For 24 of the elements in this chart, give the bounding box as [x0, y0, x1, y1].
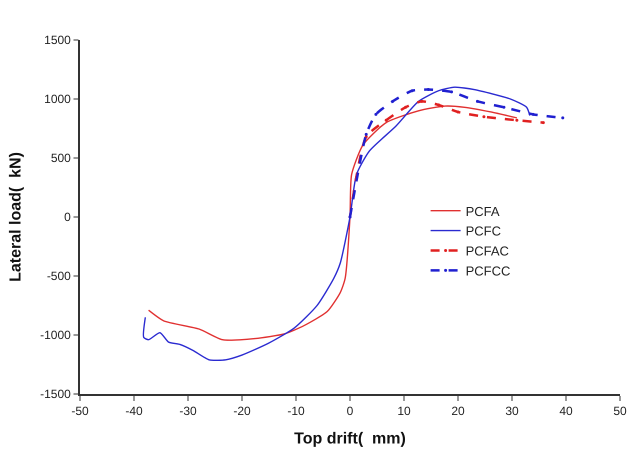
y-tick-label: -1500 — [40, 387, 72, 402]
legend-label: PCFAC — [466, 244, 509, 259]
y-tick-label: 1500 — [44, 33, 72, 48]
x-tick-label: -40 — [125, 404, 143, 418]
x-tick-label: -30 — [179, 404, 197, 418]
legend-label: PCFC — [466, 224, 501, 239]
x-tick-label: 10 — [397, 404, 411, 418]
x-tick-label: -50 — [71, 404, 89, 418]
x-tick-label: 40 — [559, 404, 573, 418]
y-tick-label: -500 — [46, 269, 72, 284]
y-tick-label: 500 — [50, 151, 72, 166]
y-tick-label: 1000 — [44, 92, 72, 106]
x-tick-label: -20 — [233, 404, 251, 418]
x-tick-label: 50 — [613, 404, 627, 418]
x-tick-label: 20 — [451, 404, 465, 418]
x-tick-label: 30 — [505, 404, 519, 418]
x-tick-label: 0 — [346, 404, 354, 418]
x-axis-title: Top drift( mm) — [294, 430, 406, 448]
legend-label: PCFA — [466, 204, 500, 219]
y-axis-title: Lateral load( kN) — [8, 152, 25, 282]
legend-label: PCFCC — [466, 263, 510, 278]
x-tick-label: -10 — [287, 404, 305, 418]
y-tick-label: -1000 — [40, 328, 72, 342]
y-tick-label: 0 — [64, 210, 72, 224]
